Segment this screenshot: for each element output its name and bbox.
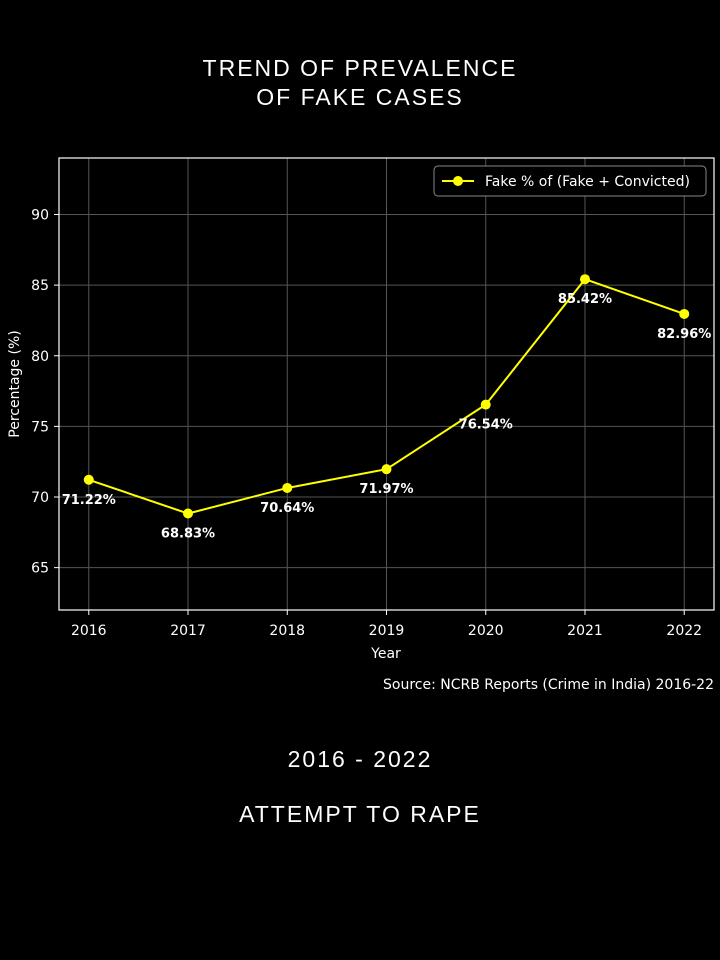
source-note: Source: NCRB Reports (Crime in India) 20… — [383, 677, 714, 693]
data-point — [282, 482, 293, 493]
x-tick-label: 2020 — [468, 623, 504, 639]
data-point — [579, 274, 590, 285]
legend: Fake % of (Fake + Convicted) — [433, 165, 707, 197]
data-point — [679, 308, 690, 319]
x-tick-label: 2019 — [369, 623, 405, 639]
data-point — [480, 399, 491, 410]
data-labels: 71.22% 68.83% 70.64% 71.97% 76.54% 85.42% 82.9… — [62, 292, 712, 541]
data-label: 70.64% — [260, 501, 314, 516]
data-label: 71.22% — [62, 493, 116, 508]
data-label: 76.54% — [459, 418, 513, 433]
axis-ticks: 2016 2017 2018 2019 2020 2021 2022 65 70 75 80 85 90 — [31, 208, 702, 640]
x-tick-label: 2021 — [567, 623, 603, 639]
data-label: 71.97% — [359, 482, 413, 497]
x-tick-label: 2022 — [666, 623, 702, 639]
y-tick-label: 75 — [31, 419, 49, 435]
data-point — [183, 508, 194, 519]
y-tick-label: 80 — [31, 349, 49, 365]
title-line-2: OF FAKE CASES — [256, 84, 464, 110]
legend-box — [433, 165, 707, 197]
x-tick-label: 2016 — [71, 623, 107, 639]
y-tick-label: 70 — [31, 490, 49, 506]
y-axis-label: Percentage (%) — [7, 330, 23, 437]
data-point — [381, 464, 392, 475]
legend-label: Fake % of (Fake + Convicted) — [485, 174, 690, 190]
data-label: 85.42% — [558, 292, 612, 307]
data-label: 82.96% — [657, 327, 711, 342]
data-point — [83, 474, 94, 485]
line-chart: 2016 2017 2018 2019 2020 2021 2022 65 70 75 80 85 90… — [7, 157, 715, 693]
y-tick-label: 85 — [31, 278, 49, 294]
crime-label: ATTEMPT TO RAPE — [239, 801, 481, 827]
y-tick-label: 90 — [31, 208, 49, 224]
x-axis-label: Year — [370, 646, 401, 662]
title-line-1: TREND OF PREVALENCE — [202, 55, 518, 81]
chart-grid — [59, 158, 714, 610]
x-tick-label: 2018 — [269, 623, 305, 639]
y-tick-label: 65 — [31, 561, 49, 577]
series-group — [83, 274, 690, 519]
x-tick-label: 2017 — [170, 623, 206, 639]
page-title: TREND OF PREVALENCE OF FAKE CASES — [0, 54, 720, 112]
data-label: 68.83% — [161, 527, 215, 542]
period-label: 2016 - 2022 — [287, 746, 433, 772]
legend-marker — [453, 176, 463, 186]
